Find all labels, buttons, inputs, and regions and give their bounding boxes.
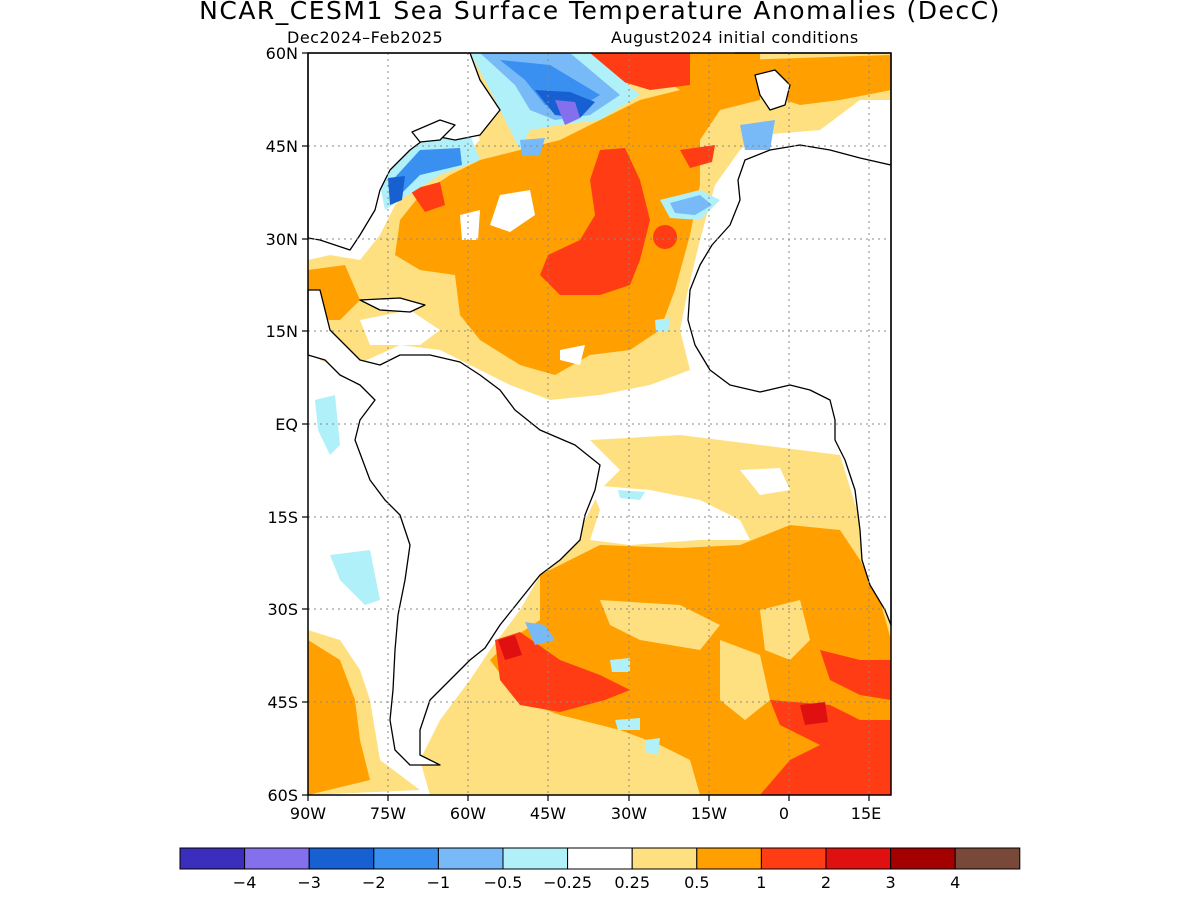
brazil-malvinas-hot-spot [495,632,630,712]
colorbar-label: −0.25 [543,873,592,892]
west-iberia-cold-region [670,195,712,215]
nh-neutral-pocket [560,345,585,365]
map-title: NCAR_CESM1 Sea Surface Temperature Anoma… [199,0,1001,25]
africa-eurasia-landmass [687,52,892,626]
colorbar-swatch [696,847,762,870]
lon-label: 90W [290,804,326,823]
southern-ocean-hottest-core [800,702,828,725]
colorbar-swatch [954,847,1021,870]
south-america-landmass [307,289,601,766]
cool-spot [520,138,545,156]
axis-ticks [302,52,870,801]
colorbar-label: −0.5 [484,873,523,892]
colorbar-labels: −4 −3 −2 −1 −0.5 −0.25 0.25 0.5 1 2 3 4 [233,873,960,892]
iberia-hot-spot [680,145,715,168]
nh-neutral-pocket [460,210,480,240]
eastern-pacific-cool-region [315,395,340,455]
southern-ocean-hot-spot [760,700,891,795]
nh-warm-region [395,53,760,375]
gulf-stream-hot-spot [410,182,445,212]
sa-cool-spot [618,490,645,500]
colorbar-swatch [502,847,569,870]
colorbar-label: 1 [756,873,766,892]
sa-cool-spot [615,718,640,730]
lon-label: 0 [779,804,789,823]
colorbar-label: 0.25 [614,873,650,892]
sa-cool-spot [645,738,660,755]
caribbean-neutral-pocket [360,310,440,345]
sa-cool-spot [610,658,630,672]
lat-label: EQ [275,415,298,434]
colorbar-label: 3 [886,873,896,892]
season-label: Dec2024–Feb2025 [287,28,444,47]
colorbar-swatch [567,847,633,870]
colorbar-swatch [437,847,504,870]
colorbar-label: 2 [821,873,831,892]
longitude-labels: 90W 75W 60W 45W 30W 15W 0 15E [290,804,881,823]
brazil-malvinas-hottest-core [498,635,522,660]
sa-weak-warm-pocket [720,640,770,720]
lat-label: 60N [266,44,298,63]
southeast-atlantic-hot-spot [820,650,891,700]
lon-label: 60W [450,804,486,823]
colorbar-swatches [179,847,1021,870]
lat-label: 15N [266,322,298,341]
colorbar: −4 −3 −2 −1 −0.5 −0.25 0.25 0.5 1 2 3 4 [179,847,1021,892]
lon-label: 75W [370,804,406,823]
newfoundland-island [411,119,456,143]
biscay-cool-region [740,120,775,150]
colorbar-label: −3 [297,873,321,892]
colorbar-swatch [760,847,827,870]
lat-label: 45S [267,693,298,712]
southeast-pacific-warm-core [308,640,370,795]
labrador-sea-coldest-core [555,100,580,125]
nh-cool-spot [655,318,670,332]
colorbar-label: −1 [427,873,451,892]
southeast-pacific-cool-region [330,550,380,605]
north-america-landmass [307,52,501,251]
azores-hot-spot [653,225,677,249]
gulf-stream-colder-core [388,176,405,205]
lat-label: 45N [266,137,298,156]
sa-weak-warm-pocket [760,600,810,660]
sa-neutral-pocket [590,485,750,545]
british-isles [754,69,791,111]
colorbar-swatch [308,847,375,870]
lat-label: 15S [267,508,298,527]
lon-label: 15W [691,804,727,823]
lon-label: 15E [851,804,881,823]
lat-label: 30S [267,600,298,619]
gridlines [308,53,891,795]
lat-label: 30N [266,230,298,249]
latitude-labels: 60N 45N 30N 15N EQ 15S 30S 45S 60S [266,44,298,805]
lon-label: 30W [611,804,647,823]
sa-cool-spot [525,622,555,645]
sa-weak-warm-pocket [600,600,720,650]
colorbar-swatch [631,847,698,870]
colorbar-label: 4 [950,873,960,892]
initial-conditions-label: August2024 initial conditions [611,28,859,47]
cuba-island [359,297,426,313]
gulf-stream-cold-region [388,148,462,200]
colorbar-swatch [825,847,892,870]
lat-label: 60S [267,786,298,805]
colorbar-swatch [373,847,439,870]
colorbar-label: −2 [362,873,386,892]
colorbar-swatch [244,847,310,870]
colorbar-label: −4 [233,873,257,892]
colorbar-swatch [890,847,956,870]
colorbar-label: 0.5 [684,873,709,892]
colorbar-swatch [179,847,246,870]
coastlines [307,52,892,766]
lon-label: 45W [530,804,566,823]
nh-neutral-pocket [490,190,535,232]
sa-neutral-pocket [740,468,790,495]
central-atlantic-hot-spot [540,148,650,295]
